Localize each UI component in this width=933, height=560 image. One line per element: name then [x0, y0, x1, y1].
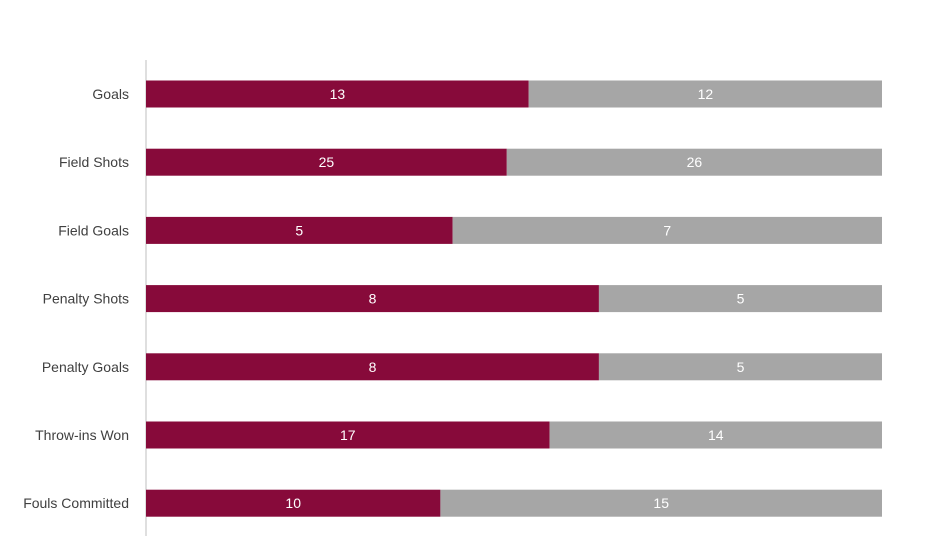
- bar-segment: [146, 80, 529, 108]
- category-label: Penalty Shots: [43, 291, 129, 307]
- data-label: 7: [663, 222, 671, 238]
- bar-segment: [146, 421, 550, 449]
- bar-segment: [146, 489, 441, 517]
- bar-segment: [146, 148, 507, 176]
- bar-segment: [146, 216, 453, 244]
- category-label: Goals: [92, 86, 129, 102]
- category-label: Penalty Goals: [42, 359, 129, 375]
- data-label: 14: [708, 427, 724, 443]
- data-label: 25: [319, 154, 335, 170]
- data-label: 5: [737, 291, 745, 307]
- bar-segment: [549, 421, 882, 449]
- bar-segment: [440, 489, 882, 517]
- data-label: 13: [330, 86, 346, 102]
- data-label: 17: [340, 427, 356, 443]
- category-label: Field Shots: [59, 154, 129, 170]
- data-label: 15: [653, 495, 669, 511]
- bar-segment: [452, 216, 882, 244]
- data-label: 12: [698, 86, 714, 102]
- data-label: 5: [737, 359, 745, 375]
- data-label: 26: [687, 154, 703, 170]
- category-label: Throw-ins Won: [35, 427, 129, 443]
- data-label: 8: [369, 291, 377, 307]
- bar-segment: [598, 353, 882, 381]
- bar-segment: [598, 285, 882, 313]
- data-label: 5: [295, 222, 303, 238]
- data-label: 10: [285, 495, 301, 511]
- bar-segment: [146, 353, 599, 381]
- bar-segment: [506, 148, 882, 176]
- data-label: 8: [369, 359, 377, 375]
- category-label: Field Goals: [58, 222, 129, 238]
- bar-segment: [146, 285, 599, 313]
- category-label: Fouls Committed: [23, 495, 129, 511]
- bar-segment: [528, 80, 882, 108]
